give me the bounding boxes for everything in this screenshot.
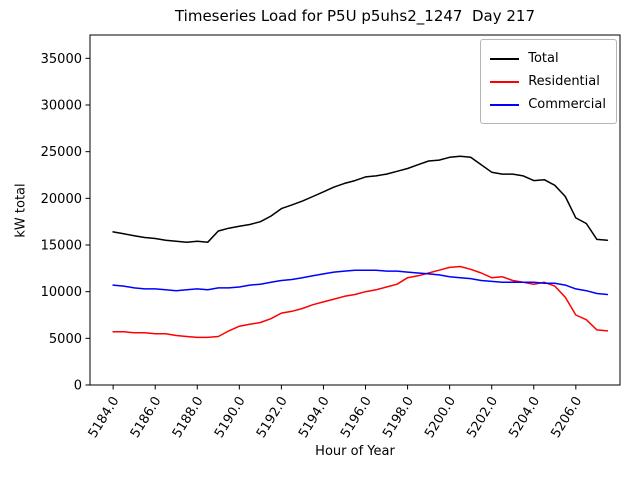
x-tick-label: 5194.0	[296, 394, 333, 441]
x-tick-label: 5206.0	[548, 394, 585, 441]
x-tick-label: 5192.0	[254, 394, 291, 441]
legend-label-total: Total	[528, 51, 559, 66]
commercial-line-swatch	[490, 103, 520, 106]
legend-label-residential: Residential	[528, 74, 600, 89]
y-tick-label: 25000	[41, 145, 82, 160]
total-line-swatch	[490, 57, 520, 60]
y-tick-label: 30000	[41, 99, 82, 114]
legend-label-commercial: Commercial	[528, 97, 606, 112]
x-tick-label: 5188.0	[170, 394, 207, 441]
x-tick-label: 5196.0	[338, 394, 375, 441]
x-tick-label: 5198.0	[380, 394, 417, 441]
y-tick-label: 15000	[41, 239, 82, 254]
legend-row-residential: Residential	[490, 70, 606, 93]
residential-line-swatch	[490, 80, 520, 83]
x-tick-label: 5190.0	[212, 394, 249, 441]
y-axis-label: kW total	[13, 182, 29, 238]
legend: Total Residential Commercial	[480, 39, 617, 124]
legend-row-total: Total	[490, 47, 606, 70]
legend-row-commercial: Commercial	[490, 93, 606, 116]
series-line-total	[112, 155, 609, 243]
plot-frame	[89, 34, 621, 386]
y-tick-label: 20000	[41, 192, 82, 207]
chart-title: Timeseries Load for P5U p5uhs2_1247 Day …	[174, 7, 536, 25]
series-line-residential	[112, 265, 609, 339]
y-tick-label: 35000	[41, 52, 82, 67]
x-tick-label: 5186.0	[128, 394, 165, 441]
x-tick-label: 5200.0	[422, 394, 459, 441]
y-tick-label: 5000	[49, 332, 82, 347]
y-axis-label-container: kW total	[6, 35, 36, 385]
y-tick-label: 10000	[41, 285, 82, 300]
x-tick-label: 5204.0	[506, 394, 543, 441]
x-tick-label: 5202.0	[464, 394, 501, 441]
x-axis-label: Hour of Year	[315, 444, 395, 459]
x-tick-label: 5184.0	[86, 394, 123, 441]
y-tick-label: 0	[74, 379, 82, 394]
series-line-commercial	[112, 269, 609, 296]
